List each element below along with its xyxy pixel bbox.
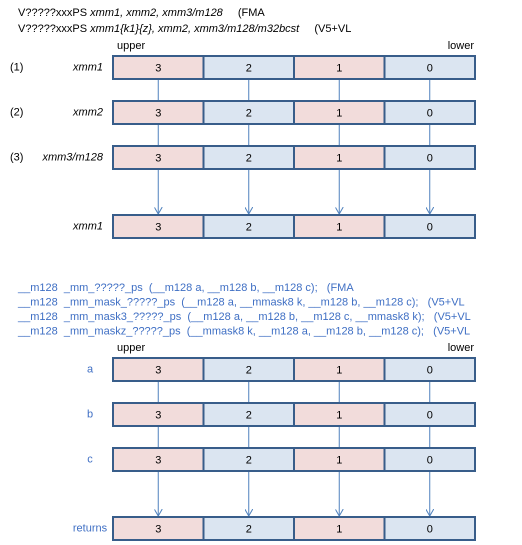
cell-value: 3	[155, 523, 161, 535]
cell-value: 0	[427, 523, 433, 535]
row-label: xmm2	[72, 106, 103, 118]
cell-value: 1	[336, 523, 342, 535]
register-cell	[383, 214, 476, 239]
upper-label: upper	[117, 40, 145, 52]
cell-value: 0	[427, 107, 433, 119]
cell-value: 2	[246, 62, 252, 74]
register-cell	[383, 516, 476, 541]
register-cell	[383, 100, 476, 125]
row-label: a	[87, 363, 94, 375]
cell-value: 2	[246, 523, 252, 535]
cell-value: 0	[427, 454, 433, 466]
row-label: xmm3/m128	[41, 151, 103, 163]
cell-value: 1	[336, 364, 342, 376]
upper-label: upper	[117, 342, 145, 354]
mnemonic: V?????xxxPS	[18, 23, 87, 35]
operands: xmm1, xmm2, xmm3/m128	[89, 7, 224, 19]
cell-value: 2	[246, 409, 252, 421]
result-label: xmm1	[72, 220, 103, 232]
note: (V5+VL	[314, 23, 351, 35]
cell-value: 3	[155, 221, 161, 233]
mnemonic: V?????xxxPS	[18, 7, 87, 19]
cell-value: 3	[155, 62, 161, 74]
register-cell	[383, 357, 476, 382]
cell-value: 3	[155, 364, 161, 376]
note: (FMA	[238, 7, 266, 19]
cell-value: 3	[155, 454, 161, 466]
register-cell	[383, 55, 476, 80]
cell-value: 2	[246, 152, 252, 164]
operands: xmm1{k1}{z}, xmm2, xmm3/m128/m32bcst	[89, 23, 300, 35]
code-line: __m128 _mm_mask_?????_ps (__m128 a, __mm…	[17, 296, 465, 308]
cell-value: 1	[336, 221, 342, 233]
row-label: xmm1	[72, 61, 103, 73]
row-index: (1)	[10, 61, 23, 73]
cell-value: 1	[336, 152, 342, 164]
code-line: __m128 _mm_mask3_?????_ps (__m128 a, __m…	[17, 311, 471, 323]
cell-value: 1	[336, 409, 342, 421]
register-cell	[383, 447, 476, 472]
header-line: V?????xxxPS xmm1{k1}{z}, xmm2, xmm3/m128…	[18, 23, 351, 35]
cell-value: 0	[427, 62, 433, 74]
cell-value: 2	[246, 107, 252, 119]
register-cell	[383, 402, 476, 427]
register-cell	[383, 145, 476, 170]
code-line: __m128 _mm_?????_ps (__m128 a, __m128 b,…	[17, 282, 354, 294]
row-index: (3)	[10, 151, 23, 163]
cell-value: 1	[336, 62, 342, 74]
cell-value: 3	[155, 107, 161, 119]
cell-value: 2	[246, 454, 252, 466]
cell-value: 1	[336, 107, 342, 119]
lower-label: lower	[448, 40, 475, 52]
row-label: c	[87, 453, 93, 465]
cell-value: 1	[336, 454, 342, 466]
code-line: __m128 _mm_maskz_?????_ps (__mmask8 k, _…	[17, 325, 470, 337]
cell-value: 3	[155, 152, 161, 164]
cell-value: 2	[246, 364, 252, 376]
cell-value: 0	[427, 152, 433, 164]
row-index: (2)	[10, 106, 23, 118]
cell-value: 3	[155, 409, 161, 421]
cell-value: 2	[246, 221, 252, 233]
row-label: b	[87, 408, 93, 420]
cell-value: 0	[427, 364, 433, 376]
lower-label: lower	[448, 342, 475, 354]
result-label: returns	[73, 522, 108, 534]
header-line: V?????xxxPS xmm1, xmm2, xmm3/m128 (FMA	[18, 7, 265, 19]
cell-value: 0	[427, 409, 433, 421]
cell-value: 0	[427, 221, 433, 233]
